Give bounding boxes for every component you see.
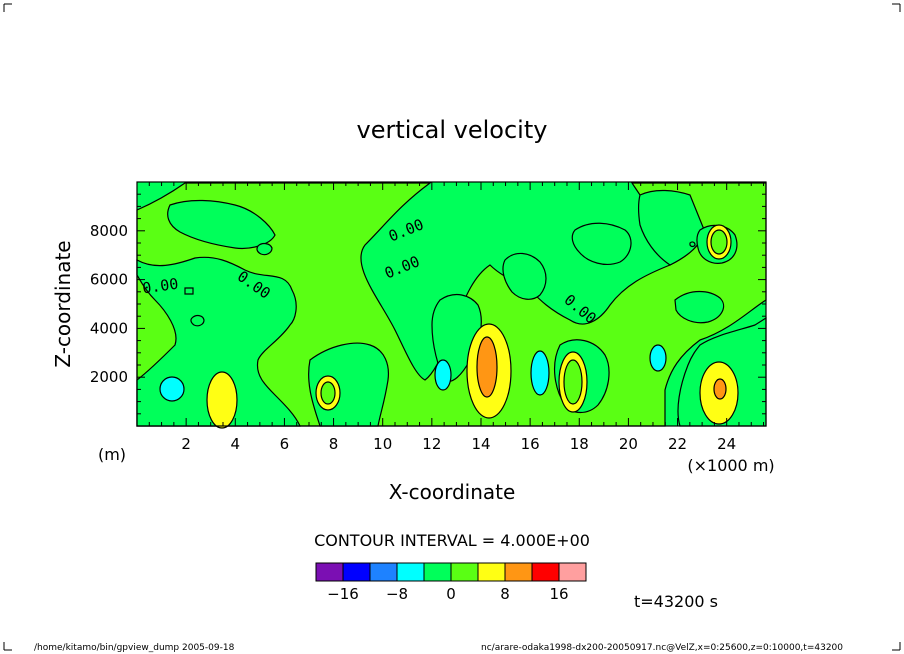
- x-tick-label: 4: [231, 435, 241, 453]
- colorbar-tick-label: 0: [446, 585, 456, 603]
- y-tick-label: 2000: [90, 368, 128, 386]
- colorbar-swatch: [531, 562, 560, 582]
- colorbar-swatch: [450, 562, 479, 582]
- x-tick-label: 20: [619, 435, 638, 453]
- x-tick-label: 12: [422, 435, 441, 453]
- x-tick-label: 14: [471, 435, 490, 453]
- contour-interval: CONTOUR INTERVAL = 4.000E+00: [314, 531, 590, 550]
- corner-marks: [3, 3, 901, 651]
- chart-title: vertical velocity: [357, 116, 548, 144]
- x-tick-label: 2: [181, 435, 191, 453]
- y-axis-unit: (m): [98, 445, 126, 464]
- x-tick-label: 10: [373, 435, 392, 453]
- region-positive-12: [476, 336, 727, 400]
- contour-label: 0.00: [141, 275, 179, 298]
- colorbar-tick-label: −8: [386, 585, 408, 603]
- colorbar-swatch: [477, 562, 506, 582]
- plot-area: 0.00 0.00 0.00 0.00 0.00 2 4 6 8 10 12 14 16 18 2…: [90, 181, 767, 453]
- x-tick-label: 16: [521, 435, 540, 453]
- y-tick-label: 8000: [90, 222, 128, 240]
- colorbar-swatch: [423, 562, 452, 582]
- x-tick-label: 22: [668, 435, 687, 453]
- colorbar-tick-label: −16: [327, 585, 359, 603]
- colorbar-swatch: [558, 562, 587, 582]
- colorbar-swatch: [396, 562, 425, 582]
- x-axis-unit: (×1000 m): [687, 456, 774, 475]
- x-tick-label: 18: [570, 435, 589, 453]
- footer-left: /home/kitamo/bin/gpview_dump 2005-09-18: [34, 643, 235, 653]
- colorbar-swatch: [342, 562, 371, 582]
- x-axis-label: X-coordinate: [389, 480, 516, 504]
- footer-right: nc/arare-odaka1998-dx200-20050917.nc@Vel…: [481, 643, 843, 653]
- colorbar-swatch: [504, 562, 533, 582]
- x-tick-label: 8: [329, 435, 339, 453]
- time-label: t=43200 s: [634, 592, 718, 611]
- colorbar-swatch: [369, 562, 398, 582]
- colorbar-tick-label: 16: [549, 585, 568, 603]
- region-negative-4: [159, 344, 667, 402]
- y-tick-label: 6000: [90, 271, 128, 289]
- region-positive-4-inner: [320, 229, 728, 405]
- colorbar-tick-label: 8: [500, 585, 510, 603]
- x-tick-label: 24: [717, 435, 736, 453]
- y-axis-label: Z-coordinate: [51, 240, 75, 367]
- colorbar: −16 −8 0 8 16: [315, 562, 587, 603]
- x-tick-label: 6: [280, 435, 290, 453]
- y-tick-label: 4000: [90, 319, 128, 337]
- colorbar-swatch: [315, 562, 344, 582]
